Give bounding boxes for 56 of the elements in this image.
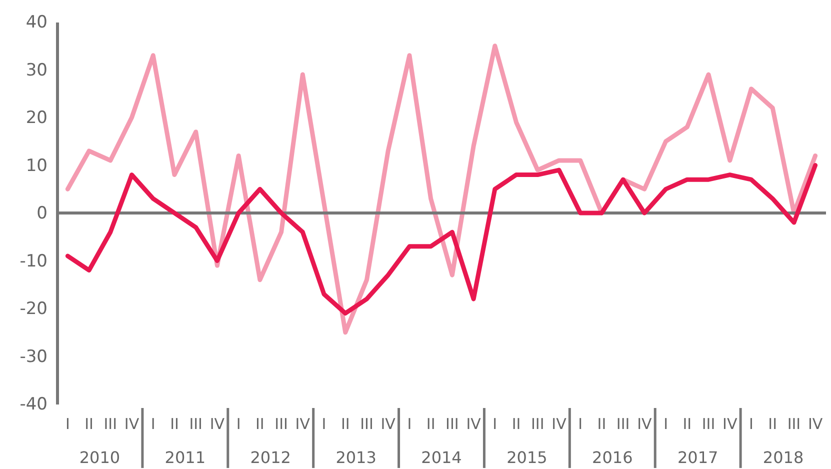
text: 2017 <box>677 448 718 467</box>
text: 2018 <box>762 448 804 467</box>
x-tick-label: III <box>702 415 716 433</box>
y-tick-label: 20 <box>26 108 48 128</box>
text: 2016 <box>592 448 633 467</box>
x-tick-label: II <box>597 415 606 433</box>
x-tick-label: I <box>492 415 498 433</box>
text: 2013 <box>336 448 376 467</box>
x-tick-label: III <box>360 415 374 433</box>
y-tick-label: -10 <box>20 251 48 272</box>
y-tick-label: -20 <box>20 299 48 319</box>
x-tick-label: II <box>768 415 778 433</box>
x-tick-label: III <box>189 415 202 433</box>
x-tick-label: IV <box>380 415 396 433</box>
x-tick-label: IV <box>552 415 568 433</box>
text: 2015 <box>506 448 548 467</box>
y-tick-label: -40 <box>20 394 48 414</box>
x-tick-label: III <box>446 415 459 433</box>
text: 2012 <box>250 448 291 467</box>
x-tick-label: I <box>236 415 241 433</box>
y-tick-label: 30 <box>26 60 48 80</box>
x-tick-label: I <box>407 415 412 433</box>
x-tick-label: IV <box>295 415 311 433</box>
y-tick-label: 10 <box>26 156 48 176</box>
text: 2011 <box>164 448 206 467</box>
x-tick-label: II <box>512 415 521 433</box>
x-tick-label: II <box>426 415 436 433</box>
line-series <box>65 44 818 335</box>
x-tick-label: III <box>787 415 801 433</box>
x-tick-label: I <box>749 415 754 433</box>
x-tick-label: II <box>170 415 179 433</box>
x-tick-label: I <box>150 415 156 433</box>
x-tick-label: IV <box>466 415 482 433</box>
x-tick-label: III <box>616 415 630 433</box>
x-tick-label: III <box>274 415 288 433</box>
x-tick-label: IV <box>722 415 738 433</box>
x-tick-label: I <box>578 415 583 433</box>
x-tick-label: IV <box>210 415 226 433</box>
x-tick-label: I <box>65 415 70 433</box>
text: 2010 <box>79 448 120 467</box>
y-tick-label: 0 <box>36 204 48 224</box>
line-series <box>65 163 818 316</box>
x-tick-label: II <box>340 415 350 433</box>
x-tick-label: IV <box>124 415 140 433</box>
x-tick-label: II <box>84 415 94 433</box>
x-tick-label: IV <box>637 415 653 433</box>
text: 2014 <box>421 448 462 467</box>
x-tick-label: I <box>664 415 668 433</box>
x-tick-label: III <box>104 415 118 433</box>
x-tick-label: III <box>530 415 544 433</box>
x-tick-label: I <box>322 415 326 433</box>
x-tick-label: II <box>256 415 264 433</box>
x-tick-label: IV <box>808 415 824 433</box>
x-tick-label: II <box>682 415 692 433</box>
y-tick-label: -30 <box>20 346 48 367</box>
y-tick-label: 40 <box>26 12 48 32</box>
